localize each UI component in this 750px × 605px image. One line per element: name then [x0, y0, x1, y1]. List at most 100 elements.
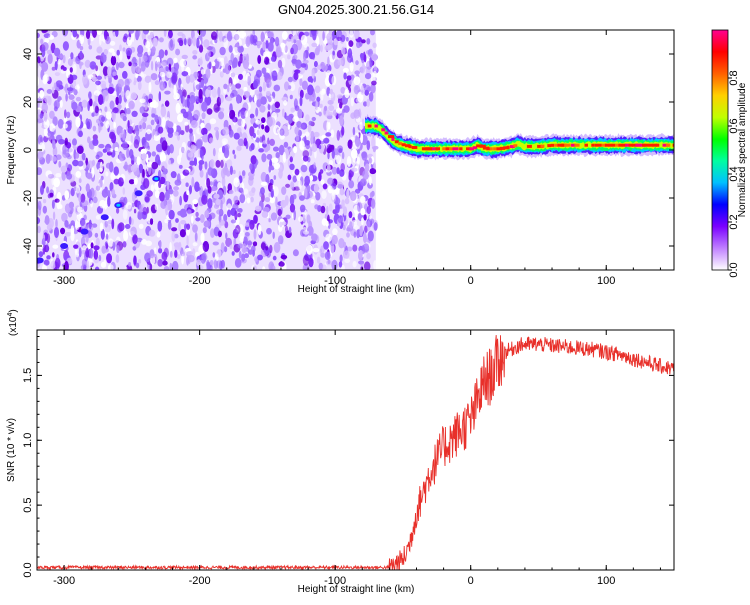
noise-speckle — [128, 61, 132, 67]
noise-speckle — [226, 31, 233, 42]
noise-speckle — [180, 220, 187, 225]
noise-speckle — [112, 107, 119, 114]
noise-speckle — [299, 204, 306, 213]
noise-speckle — [180, 251, 186, 257]
noise-speckle — [295, 134, 300, 142]
noise-speckle — [122, 141, 128, 151]
noise-speckle — [122, 115, 127, 122]
noise-speckle — [43, 119, 50, 129]
noise-speckle — [266, 227, 272, 235]
noise-speckle — [141, 112, 149, 118]
noise-speckle — [41, 46, 46, 58]
noise-speckle — [369, 218, 375, 224]
noise-speckle — [346, 232, 350, 238]
noise-speckle — [223, 83, 228, 90]
ridge-core — [628, 143, 634, 147]
noise-speckle — [281, 31, 288, 40]
noise-speckle — [287, 76, 293, 83]
noise-speckle — [360, 207, 366, 216]
noise-speckle — [305, 92, 310, 100]
noise-speckle — [227, 209, 231, 218]
noise-speckle — [189, 74, 195, 83]
noise-speckle — [44, 38, 50, 44]
noise-speckle — [115, 61, 119, 71]
noise-speckle — [190, 144, 197, 154]
noise-speckle — [368, 157, 373, 164]
x-tick-label: -100 — [324, 275, 346, 287]
noise-speckle — [247, 249, 254, 255]
noise-speckle — [115, 96, 119, 106]
noise-speckle — [105, 242, 109, 250]
noise-speckle — [78, 247, 82, 258]
noise-speckle — [227, 183, 232, 192]
noise-speckle — [167, 220, 172, 230]
noise-speckle — [342, 224, 346, 231]
noise-speckle — [287, 124, 291, 130]
noise-speckle — [107, 219, 113, 225]
noise-speckle — [202, 241, 209, 252]
noise-speckle — [140, 61, 146, 72]
noise-speckle — [366, 98, 370, 107]
noise-speckle — [183, 111, 189, 119]
noise-speckle — [186, 36, 194, 46]
noise-speckle — [245, 36, 251, 48]
noise-speckle — [171, 72, 178, 84]
noise-speckle — [310, 135, 314, 145]
noise-speckle — [200, 232, 205, 243]
noise-speckle — [312, 247, 320, 253]
noise-speckle — [148, 165, 152, 176]
noise-speckle — [244, 232, 250, 237]
noise-speckle — [337, 59, 344, 66]
noise-speckle — [317, 205, 322, 212]
noise-speckle — [326, 164, 331, 172]
noise-speckle — [68, 201, 74, 209]
noise-speckle — [54, 198, 60, 203]
noise-speckle — [282, 151, 287, 163]
noise-speckle — [203, 39, 210, 48]
noise-speckle — [302, 213, 306, 223]
noise-speckle — [278, 144, 285, 156]
noise-speckle — [373, 162, 376, 171]
noise-speckle — [350, 148, 358, 160]
noise-speckle — [151, 46, 156, 53]
colorbar-gradient — [712, 30, 728, 270]
noise-speckle — [256, 129, 260, 136]
noise-speckle — [46, 186, 50, 194]
noise-speckle — [139, 98, 146, 104]
noise-speckle — [133, 139, 140, 149]
noise-speckle — [328, 160, 334, 166]
noise-speckle — [336, 94, 344, 99]
noise-speckle — [107, 86, 114, 94]
noise-speckle — [331, 259, 338, 270]
noise-speckle — [243, 137, 248, 147]
ridge-core — [621, 143, 627, 147]
noise-speckle — [294, 126, 300, 135]
noise-speckle — [321, 264, 327, 270]
noise-speckle — [354, 70, 361, 75]
ridge-core — [635, 143, 641, 147]
noise-speckle — [299, 140, 305, 151]
noise-speckle — [47, 53, 53, 65]
noise-speckle — [206, 261, 211, 269]
noise-speckle — [261, 124, 265, 130]
ridge-core — [526, 144, 532, 148]
ridge-core — [554, 143, 559, 147]
ridge-core — [591, 143, 595, 147]
noise-speckle — [51, 199, 55, 209]
snr-x-axis-title: Height of straight line (km) — [298, 584, 415, 595]
noise-speckle — [273, 146, 279, 152]
noise-speckle — [99, 33, 106, 41]
noise-speckle — [217, 86, 221, 97]
ridge-core — [574, 143, 580, 147]
noise-speckle — [243, 91, 250, 98]
noise-speckle — [53, 82, 57, 89]
noise-speckle — [243, 87, 248, 91]
noise-speckle — [202, 134, 209, 143]
noise-speckle — [133, 208, 137, 214]
noise-speckle — [81, 99, 88, 108]
noise-speckle — [153, 247, 157, 255]
ridge-core — [479, 144, 486, 148]
noise-speckle — [186, 190, 190, 196]
noise-speckle — [347, 48, 353, 59]
noise-speckle — [182, 169, 190, 176]
